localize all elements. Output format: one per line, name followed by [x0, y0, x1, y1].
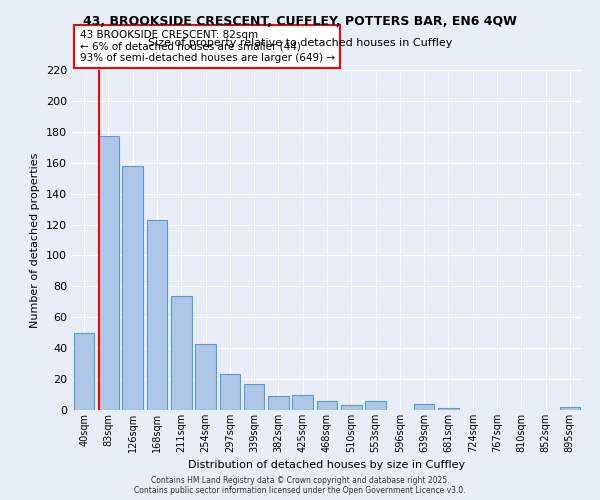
- Bar: [146, 220, 167, 410]
- Bar: [195, 344, 216, 410]
- Bar: [341, 406, 362, 410]
- Text: Contains HM Land Registry data © Crown copyright and database right 2025.
Contai: Contains HM Land Registry data © Crown c…: [134, 476, 466, 495]
- Bar: [122, 166, 143, 410]
- Text: 43 BROOKSIDE CRESCENT: 82sqm
← 6% of detached houses are smaller (44)
93% of sem: 43 BROOKSIDE CRESCENT: 82sqm ← 6% of det…: [80, 30, 335, 63]
- Bar: [317, 400, 337, 410]
- Bar: [171, 296, 191, 410]
- Bar: [560, 407, 580, 410]
- Bar: [98, 136, 119, 410]
- Bar: [365, 400, 386, 410]
- Bar: [292, 394, 313, 410]
- X-axis label: Distribution of detached houses by size in Cuffley: Distribution of detached houses by size …: [188, 460, 466, 470]
- Bar: [438, 408, 459, 410]
- Text: Size of property relative to detached houses in Cuffley: Size of property relative to detached ho…: [148, 38, 452, 48]
- Bar: [220, 374, 240, 410]
- Y-axis label: Number of detached properties: Number of detached properties: [31, 152, 40, 328]
- Bar: [244, 384, 265, 410]
- Text: 43, BROOKSIDE CRESCENT, CUFFLEY, POTTERS BAR, EN6 4QW: 43, BROOKSIDE CRESCENT, CUFFLEY, POTTERS…: [83, 15, 517, 28]
- Bar: [268, 396, 289, 410]
- Bar: [74, 332, 94, 410]
- Bar: [414, 404, 434, 410]
